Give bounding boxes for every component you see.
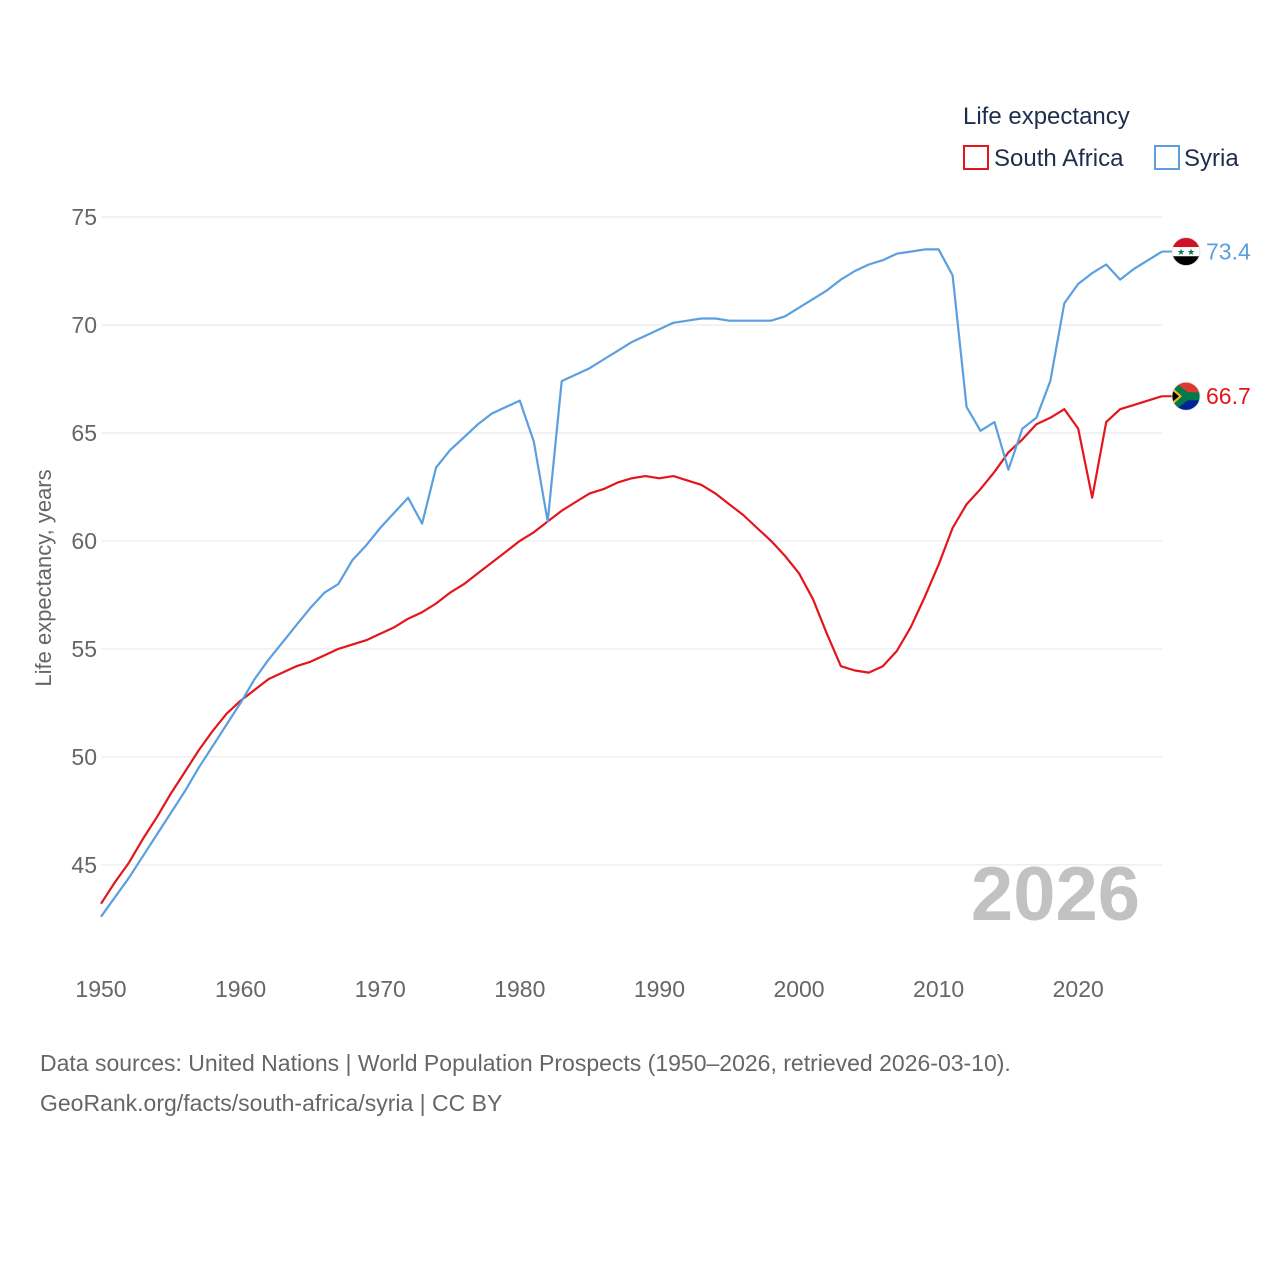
series-lines bbox=[100, 248, 1163, 918]
x-tick-label: 1960 bbox=[215, 976, 266, 1002]
south-africa-flag-icon bbox=[1171, 381, 1201, 411]
x-tick-label: 2010 bbox=[913, 976, 964, 1002]
source-line: Data sources: United Nations | World Pop… bbox=[40, 1050, 1011, 1076]
legend-swatch-south-africa bbox=[963, 145, 989, 170]
y-tick-label: 60 bbox=[71, 528, 97, 554]
y-tick-label: 55 bbox=[71, 636, 97, 662]
x-tick-label: 1950 bbox=[75, 976, 126, 1002]
attribution-line: GeoRank.org/facts/south-africa/syria | C… bbox=[40, 1090, 503, 1116]
series-line-syria bbox=[100, 248, 1163, 918]
svg-text:★: ★ bbox=[1187, 247, 1195, 257]
y-tick-label: 70 bbox=[71, 312, 97, 338]
x-axis-ticks: 1950 1960 1970 1980 1990 2000 2010 2020 bbox=[75, 976, 1103, 1002]
y-axis-label: Life expectancy, years bbox=[31, 469, 56, 686]
grid-lines bbox=[101, 216, 1162, 866]
source-note: Data sources: United Nations | World Pop… bbox=[40, 1043, 1011, 1123]
year-watermark: 2026 bbox=[971, 852, 1140, 937]
legend-swatch-syria bbox=[1154, 145, 1180, 170]
end-markers: 66.7★ ★ 73.4 bbox=[1162, 237, 1251, 411]
legend-label-south-africa: South Africa bbox=[994, 145, 1124, 172]
y-tick-label: 65 bbox=[71, 420, 97, 446]
y-tick-label: 45 bbox=[71, 852, 97, 878]
x-tick-label: 2000 bbox=[773, 976, 824, 1002]
x-tick-label: 1990 bbox=[634, 976, 685, 1002]
x-tick-label: 1970 bbox=[355, 976, 406, 1002]
syria-flag-icon: ★ ★ bbox=[1171, 237, 1201, 266]
end-value-label-syria: 73.4 bbox=[1206, 239, 1251, 265]
end-value-label-south-africa: 66.7 bbox=[1206, 383, 1251, 409]
series-line-south-africa bbox=[100, 395, 1163, 905]
line-chart: 45 50 55 60 65 70 75 1950 1960 1970 1980 1990 2000 2… bbox=[31, 103, 1251, 1002]
legend: Life expectancy South Africa Syria bbox=[963, 103, 1239, 172]
x-tick-label: 2020 bbox=[1053, 976, 1104, 1002]
y-tick-label: 50 bbox=[71, 744, 97, 770]
legend-item-syria[interactable]: Syria bbox=[1154, 145, 1239, 172]
y-tick-label: 75 bbox=[71, 204, 97, 230]
x-tick-label: 1980 bbox=[494, 976, 545, 1002]
legend-item-south-africa[interactable]: South Africa bbox=[963, 145, 1124, 172]
legend-label-syria: Syria bbox=[1184, 145, 1239, 172]
svg-text:★: ★ bbox=[1177, 247, 1185, 257]
legend-title: Life expectancy bbox=[963, 103, 1130, 130]
y-axis-ticks: 45 50 55 60 65 70 75 bbox=[71, 204, 97, 878]
